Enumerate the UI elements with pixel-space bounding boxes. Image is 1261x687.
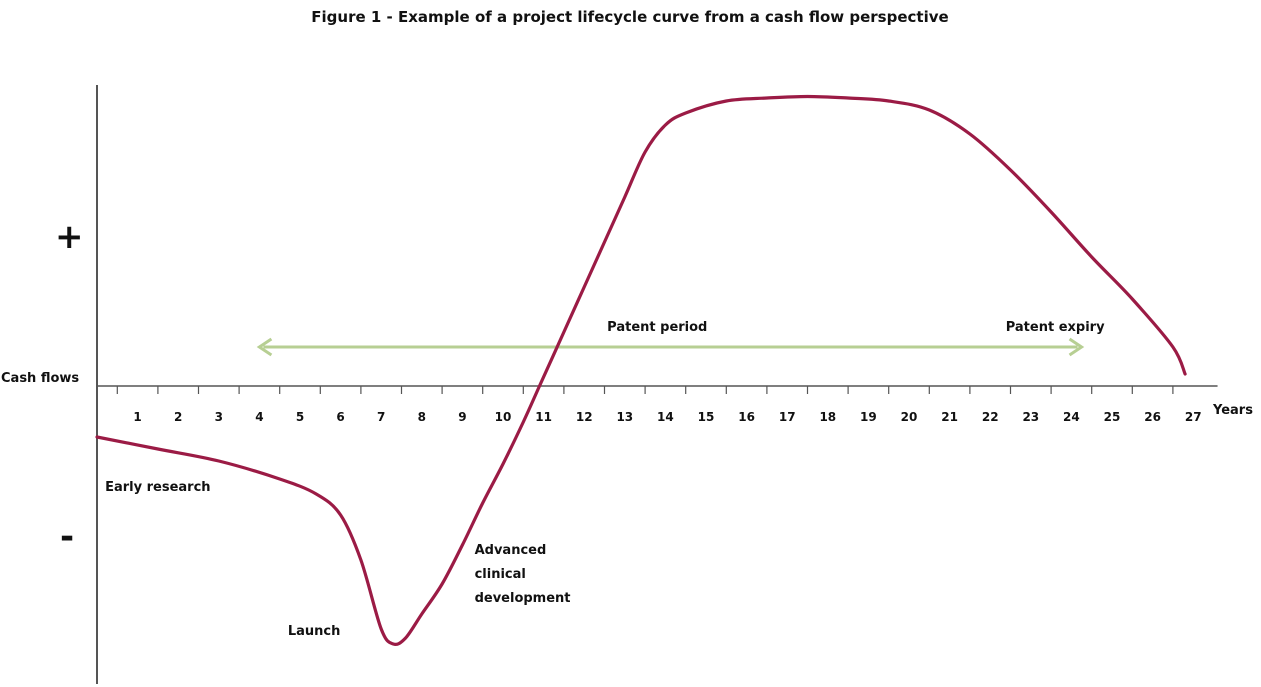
x-tick-label: 25 (1104, 410, 1121, 424)
x-tick-label: 6 (336, 410, 344, 424)
x-tick-label: 5 (296, 410, 304, 424)
x-tick-label: 3 (215, 410, 223, 424)
x-tick-label: 14 (657, 410, 674, 424)
x-tick-label: 4 (255, 410, 263, 424)
x-tick-label: 27 (1185, 410, 1202, 424)
y-axis-label: Cash flows (1, 371, 79, 386)
patent-period-label: Patent period (607, 320, 707, 335)
x-tick-label: 22 (982, 410, 999, 424)
x-tick-label: 26 (1144, 410, 1161, 424)
series-group (95, 94, 1187, 646)
patent-period-group: Patent period Patent expiry (256, 320, 1105, 357)
positive-sign: + (55, 217, 84, 257)
x-tick-label: 18 (819, 410, 836, 424)
x-tick-label: 24 (1063, 410, 1080, 424)
x-tick-label: 23 (1022, 410, 1039, 424)
x-tick-label: 16 (738, 410, 755, 424)
chart-title: Figure 1 - Example of a project lifecycl… (311, 8, 948, 26)
x-tick-label: 21 (941, 410, 958, 424)
x-axis-unit-label: Years (1212, 403, 1253, 418)
x-tick-label: 19 (860, 410, 877, 424)
negative-sign: - (60, 517, 74, 557)
patent-expiry-label: Patent expiry (1006, 320, 1105, 335)
x-tick-label: 2 (174, 410, 182, 424)
x-tick-label: 13 (616, 410, 633, 424)
annotation-label: Early research (105, 480, 210, 495)
annotations-group: Early research Launch Advanced clinical deve… (105, 480, 570, 639)
annotation-label: clinical (475, 567, 526, 582)
x-ticks: 1 2 3 4 5 6 7 8 9 10 11 12 13 14 15 16 17 18 19 20 21 22 23 24 2… (116, 386, 1202, 424)
x-tick-label: 1 (133, 410, 141, 424)
x-tick-label: 7 (377, 410, 385, 424)
x-tick-label: 15 (698, 410, 715, 424)
x-tick-label: 10 (495, 410, 512, 424)
x-tick-label: 12 (576, 410, 593, 424)
patent-arrow-head-left (256, 337, 273, 357)
x-tick-label: 11 (535, 410, 552, 424)
x-tick-label: 17 (779, 410, 796, 424)
x-tick-label: 20 (901, 410, 918, 424)
annotation-label: Advanced (475, 543, 547, 558)
annotation-label: Launch (288, 624, 341, 639)
x-tick-label: 8 (418, 410, 426, 424)
annotation-label: development (475, 591, 571, 606)
cash-flow-curve (95, 94, 1187, 646)
patent-arrow-head-right (1068, 337, 1085, 357)
x-tick-label: 9 (458, 410, 466, 424)
